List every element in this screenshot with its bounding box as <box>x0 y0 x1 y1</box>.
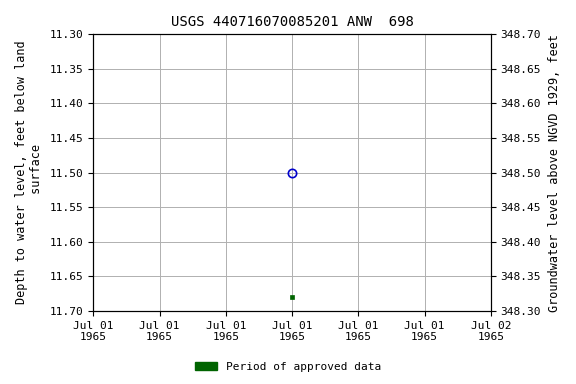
Y-axis label: Depth to water level, feet below land
 surface: Depth to water level, feet below land su… <box>15 41 43 305</box>
Y-axis label: Groundwater level above NGVD 1929, feet: Groundwater level above NGVD 1929, feet <box>548 34 561 311</box>
Title: USGS 440716070085201 ANW  698: USGS 440716070085201 ANW 698 <box>170 15 414 29</box>
Legend: Period of approved data: Period of approved data <box>191 358 385 377</box>
